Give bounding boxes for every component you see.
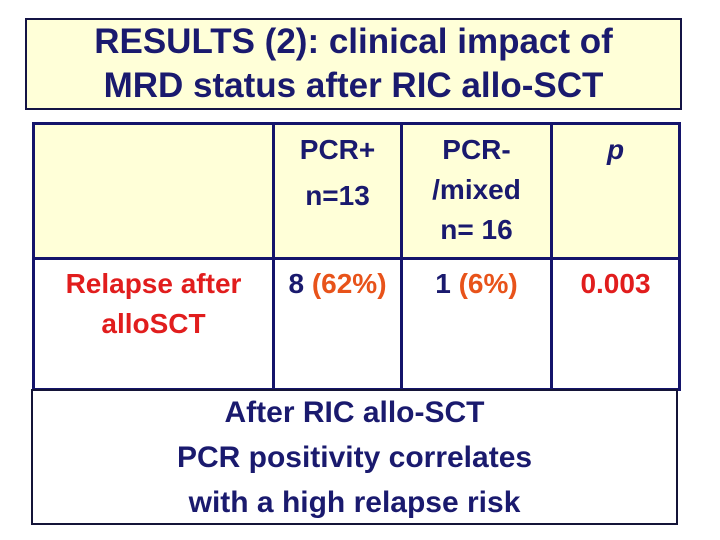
p-header-label: p xyxy=(606,134,625,165)
relapse-label-cell: Relapse after alloSCT xyxy=(32,257,275,391)
p-header-cell: p xyxy=(550,122,681,260)
conclusion-line-2: PCR positivity correlates xyxy=(176,440,533,474)
corner-cell xyxy=(32,122,275,260)
pcr-negative-header-line-2: /mixed xyxy=(432,174,521,205)
relapse-label-line-1: Relapse after xyxy=(65,268,242,299)
pcr-negative-percent: (6%) xyxy=(458,268,518,299)
relapse-data-row: Relapse after alloSCT 8 (62%) 1 (6%) 0.0… xyxy=(32,257,681,391)
pcr-negative-count: 1 xyxy=(435,268,451,299)
pcr-positive-percent: (62%) xyxy=(311,268,387,299)
pcr-negative-header-line-1: PCR- xyxy=(442,134,511,165)
pcr-positive-header-cell: PCR+ n=13 xyxy=(272,122,403,260)
pcr-positive-header-line-1: PCR+ xyxy=(299,134,376,165)
conclusion-line-1: After RIC allo-SCT xyxy=(224,395,485,429)
pcr-negative-header-cell: PCR- /mixed n= 16 xyxy=(400,122,553,260)
title-box: RESULTS (2): clinical impact of MRD stat… xyxy=(25,18,682,110)
relapse-label-line-2: alloSCT xyxy=(101,308,206,339)
pcr-positive-header-line-2: n=13 xyxy=(305,180,370,211)
pcr-positive-value-cell: 8 (62%) xyxy=(272,257,403,391)
pcr-negative-header-line-3: n= 16 xyxy=(440,214,513,245)
header-spacer xyxy=(275,170,400,176)
results-table: PCR+ n=13 PCR- /mixed n= 16 p Relapse af… xyxy=(32,122,681,391)
p-value-cell: 0.003 xyxy=(550,257,681,391)
pcr-positive-count: 8 xyxy=(288,268,305,299)
table-header-row: PCR+ n=13 PCR- /mixed n= 16 p xyxy=(32,122,681,260)
title-line-2: MRD status after RIC allo-SCT xyxy=(103,66,604,105)
pcr-negative-value-cell: 1 (6%) xyxy=(400,257,553,391)
conclusion-line-3: with a high relapse risk xyxy=(188,485,521,519)
p-value: 0.003 xyxy=(580,268,651,299)
title-line-1: RESULTS (2): clinical impact of xyxy=(94,22,613,61)
conclusion-box: After RIC allo-SCT PCR positivity correl… xyxy=(31,389,678,525)
